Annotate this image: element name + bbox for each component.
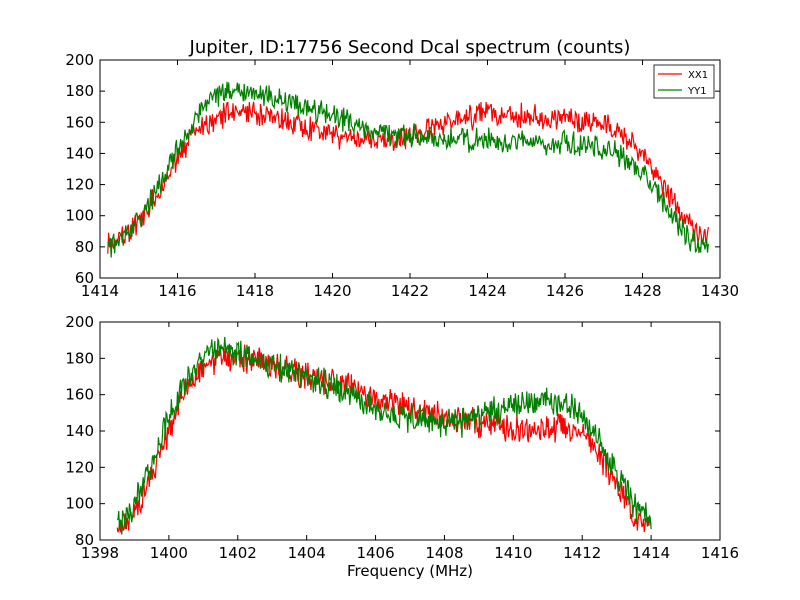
y-tick-label: 100 (65, 207, 94, 225)
y-tick-label: 140 (65, 422, 94, 440)
x-tick-label: 1404 (288, 544, 326, 562)
x-tick-label: 1418 (236, 282, 274, 300)
x-tick-label: 1416 (158, 282, 196, 300)
x-tick-label: 1420 (313, 282, 351, 300)
x-tick-label: 1410 (494, 544, 532, 562)
x-tick-label: 1414 (81, 282, 119, 300)
y-tick-label: 200 (65, 51, 94, 69)
x-tick-label: 1402 (219, 544, 257, 562)
legend-label-yy1: YY1 (687, 86, 707, 97)
series-line-yy1-bottom (116, 336, 652, 535)
x-axis-label: Frequency (MHz) (347, 562, 473, 580)
x-tick-label: 1430 (701, 282, 739, 300)
y-tick-label: 160 (65, 113, 94, 131)
x-tick-label: 1412 (563, 544, 601, 562)
x-tick-label: 1416 (701, 544, 739, 562)
x-tick-label: 1408 (425, 544, 463, 562)
y-tick-label: 80 (75, 238, 94, 256)
y-tick-label: 180 (65, 82, 94, 100)
y-tick-label: 160 (65, 386, 94, 404)
series-line-yy1-top (107, 81, 709, 258)
series-line-xx1-bottom (116, 344, 652, 534)
legend-box (653, 64, 715, 99)
x-tick-label: 1428 (623, 282, 661, 300)
y-tick-label: 140 (65, 144, 94, 162)
y-tick-label: 120 (65, 176, 94, 194)
top-panel: 1414 1416 1418 1420 1422 1424 1426 1428 1430 60 80… (65, 51, 739, 300)
x-tick-label: 1406 (356, 544, 394, 562)
y-tick-label: 100 (65, 495, 94, 513)
figure-title: Jupiter, ID:17756 Second Dcal spectrum (… (189, 37, 631, 58)
y-tick-label: 80 (75, 531, 94, 549)
bottom-panel: 1398 1400 1402 1404 1406 1408 1410 1412 1414 1416… (65, 313, 739, 562)
x-tick-label: 1422 (391, 282, 429, 300)
y-tick-label: 120 (65, 458, 94, 476)
y-tick-label: 200 (65, 313, 94, 331)
x-tick-label: 1414 (632, 544, 670, 562)
y-tick-label: 180 (65, 349, 94, 367)
y-tick-label: 60 (75, 269, 94, 287)
legend-label-xx1: XX1 (688, 70, 708, 81)
x-tick-label: 1424 (468, 282, 506, 300)
x-tick-label: 1426 (546, 282, 584, 300)
x-tick-label: 1400 (150, 544, 188, 562)
x-tick-label: 1398 (81, 544, 119, 562)
